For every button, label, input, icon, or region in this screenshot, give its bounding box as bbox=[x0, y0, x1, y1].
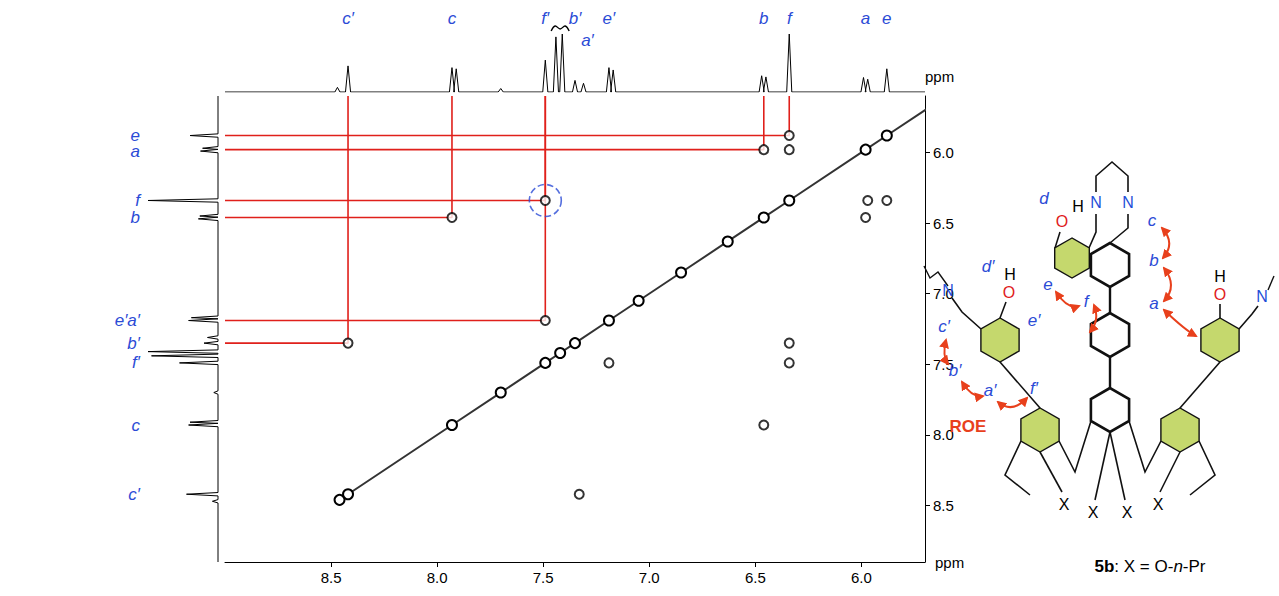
svg-text:N: N bbox=[942, 282, 954, 299]
svg-text:a: a bbox=[861, 9, 870, 28]
svg-text:c: c bbox=[448, 9, 457, 28]
svg-text:b′: b′ bbox=[127, 334, 140, 353]
svg-text:6.5: 6.5 bbox=[745, 569, 766, 586]
svg-text:O: O bbox=[1214, 286, 1226, 303]
svg-text:b: b bbox=[759, 9, 768, 28]
svg-text:7.0: 7.0 bbox=[933, 285, 954, 302]
svg-text:N: N bbox=[1256, 288, 1268, 305]
svg-text:a′: a′ bbox=[984, 381, 997, 400]
svg-text:e: e bbox=[130, 126, 140, 145]
svg-text:X: X bbox=[1153, 496, 1164, 513]
svg-text:b′: b′ bbox=[569, 9, 582, 28]
svg-text:7.5: 7.5 bbox=[933, 356, 954, 373]
svg-text:f′: f′ bbox=[1030, 379, 1039, 398]
svg-text:O: O bbox=[1003, 284, 1015, 301]
svg-text:c: c bbox=[132, 416, 141, 435]
svg-text:e′: e′ bbox=[1028, 311, 1041, 330]
svg-text:b′: b′ bbox=[949, 361, 962, 380]
svg-text:H: H bbox=[1072, 198, 1084, 215]
svg-text:a: a bbox=[131, 142, 140, 161]
svg-text:f′: f′ bbox=[132, 353, 141, 372]
svg-text:O: O bbox=[1056, 213, 1068, 230]
svg-text:X: X bbox=[1122, 504, 1133, 521]
svg-text:b: b bbox=[1149, 251, 1158, 270]
svg-text:a′: a′ bbox=[581, 31, 594, 50]
svg-text:e: e bbox=[882, 9, 891, 28]
svg-text:N: N bbox=[1122, 194, 1134, 211]
svg-text:f′: f′ bbox=[541, 9, 550, 28]
svg-text:c: c bbox=[1148, 211, 1157, 230]
svg-text:H: H bbox=[1004, 266, 1016, 283]
svg-text:c′: c′ bbox=[342, 9, 355, 28]
svg-text:5b: X = O-n-Pr: 5b: X = O-n-Pr bbox=[1094, 557, 1205, 576]
svg-text:H: H bbox=[1214, 268, 1226, 285]
svg-text:7.0: 7.0 bbox=[639, 569, 660, 586]
svg-text:X: X bbox=[1088, 504, 1099, 521]
svg-text:b: b bbox=[131, 208, 140, 227]
svg-text:ppm: ppm bbox=[925, 68, 954, 85]
svg-text:6.0: 6.0 bbox=[851, 569, 872, 586]
svg-text:8.5: 8.5 bbox=[933, 497, 954, 514]
svg-text:d: d bbox=[1039, 189, 1049, 208]
svg-text:8.5: 8.5 bbox=[321, 569, 342, 586]
svg-text:7.5: 7.5 bbox=[533, 569, 554, 586]
svg-text:6.5: 6.5 bbox=[933, 215, 954, 232]
svg-text:e: e bbox=[1043, 275, 1052, 294]
svg-text:N: N bbox=[1090, 194, 1102, 211]
svg-text:ROE: ROE bbox=[950, 417, 987, 436]
svg-text:f: f bbox=[787, 9, 794, 28]
svg-text:d′: d′ bbox=[982, 257, 995, 276]
svg-text:ppm: ppm bbox=[935, 554, 964, 571]
svg-text:8.0: 8.0 bbox=[933, 426, 954, 443]
svg-text:c′: c′ bbox=[938, 317, 951, 336]
svg-text:X: X bbox=[1059, 496, 1070, 513]
svg-text:a: a bbox=[1149, 294, 1158, 313]
svg-text:f: f bbox=[135, 191, 140, 210]
svg-text:e′: e′ bbox=[603, 9, 616, 28]
svg-text:8.0: 8.0 bbox=[427, 569, 448, 586]
svg-text:6.0: 6.0 bbox=[933, 144, 954, 161]
svg-text:f: f bbox=[1084, 292, 1091, 311]
svg-text:c′: c′ bbox=[128, 485, 141, 504]
svg-text:e′a′: e′a′ bbox=[115, 311, 141, 330]
